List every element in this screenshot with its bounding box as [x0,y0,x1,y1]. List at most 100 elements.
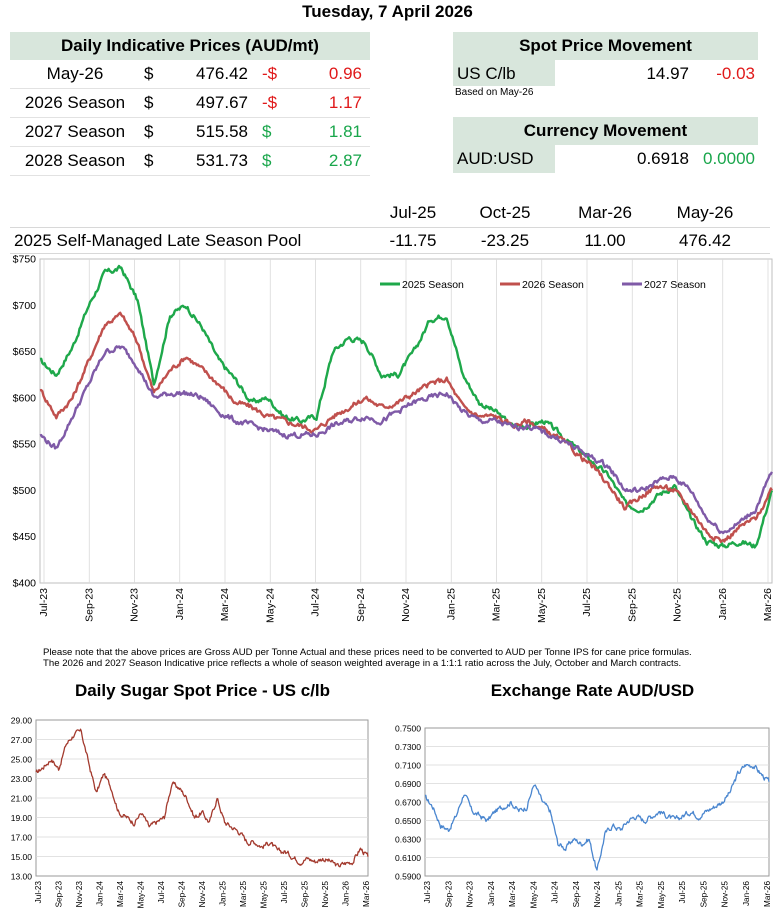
row-change: 2.87 [328,151,362,170]
daily-prices-title: Daily Indicative Prices (AUD/mt) [10,32,370,60]
x-tick-label: Nov-25 [721,881,730,908]
x-tick-label: Sep-25 [699,881,708,908]
pool-value-jul25: -11.75 [389,231,437,250]
daily-price-row: 2028 Season $531.73 $2.87 [10,147,370,176]
spot-change: -0.03 [716,64,755,83]
x-tick-label: Jul-23 [34,881,43,904]
row-price: 531.73 [196,151,248,170]
y-tick-label: 0.6300 [395,835,421,845]
x-tick-label: Nov-23 [466,881,475,908]
sugar-chart-title: Daily Sugar Spot Price - US c/lb [74,681,331,700]
series-line-sugar-spot [35,728,369,868]
row-currency: $ [144,122,154,141]
x-tick-label: Jul-25 [280,881,289,904]
pool-value-oct25: -23.25 [480,231,530,250]
x-tick-label: Nov-25 [672,588,684,622]
x-tick-label: Mar-25 [239,881,248,907]
y-tick-label: 0.7300 [395,742,421,752]
x-tick-label: May-24 [529,881,538,909]
y-tick-label: 17.00 [11,833,33,843]
row-label: 2027 Season [24,122,126,141]
row-currency: $ [144,64,154,83]
disclaimer-line-2: The 2026 and 2027 Season Indicative pric… [43,658,682,669]
series-line-2026-season [39,311,774,543]
x-tick-label: Jan-26 [742,881,751,906]
y-tick-label: 0.5900 [395,872,421,882]
currency-change: 0.0000 [703,149,755,168]
x-tick-label: Jul-24 [157,881,166,904]
y-tick-label: 29.00 [11,716,33,726]
y-tick-label: $650 [13,346,37,358]
x-tick-label: Nov-25 [321,881,330,908]
x-tick-label: Jul-23 [423,881,432,904]
series-line-2027-season [39,345,774,535]
y-tick-label: 23.00 [11,774,33,784]
disclaimer-line-1: Please note that the above prices are Gr… [43,647,692,658]
daily-prices-table: May-26 $476.42 -$ 0.96 2026 Season $497.67 -$ 1… [10,60,370,176]
pool-header-jul25: Jul-25 [389,203,437,222]
y-tick-label: $500 [13,485,37,497]
row-change: 0.96 [328,64,362,83]
x-tick-label: Mar-24 [116,881,125,907]
spot-panel: Spot Price Movement US C/lb 14.97 -0.03 … [453,32,758,100]
x-tick-label: Sep-24 [355,588,367,622]
row-price: 515.58 [196,122,248,141]
x-tick-label: Jan-24 [487,881,496,906]
spot-note: Based on May-26 [455,87,534,98]
y-tick-label: 15.00 [11,852,33,862]
x-tick-label: Jan-25 [219,881,228,906]
row-currency: $ [144,93,154,112]
x-tick-label: May-25 [260,881,269,909]
y-tick-label: 0.6700 [395,798,421,808]
x-tick-label: Nov-24 [400,588,412,622]
legend-label: 2026 Season [522,279,584,291]
y-tick-label: 0.7100 [395,761,421,771]
y-tick-label: $400 [13,578,37,590]
y-tick-label: $550 [13,439,37,451]
x-tick-label: Jul-25 [678,881,687,904]
row-change: 1.17 [328,93,362,112]
x-tick-label: Jan-24 [96,881,105,906]
x-tick-label: Sep-23 [444,881,453,908]
x-tick-label: May-24 [264,588,276,623]
y-tick-label: 25.00 [11,755,33,765]
x-tick-label: Nov-24 [198,881,207,908]
y-tick-label: 21.00 [11,794,33,804]
series-line-2025-season [39,264,774,549]
row-label: May-26 [46,64,104,83]
pool-value-may26: 476.42 [679,231,731,250]
x-tick-label: Sep-23 [55,881,64,908]
legend-label: 2027 Season [644,279,706,291]
pool-divider-bottom [10,253,770,254]
row-price: 497.67 [196,93,248,112]
spot-title: Spot Price Movement [453,32,758,60]
x-tick-label: Jan-25 [445,588,457,620]
report-date: Tuesday, 7 April 2026 [302,2,473,21]
daily-prices-panel: Daily Indicative Prices (AUD/mt) [10,32,370,60]
y-tick-label: $700 [13,300,37,312]
y-tick-label: 19.00 [11,813,33,823]
row-change-sign: $ [262,151,272,170]
x-tick-label: Jul-23 [38,588,50,617]
pool-divider-top [10,227,770,228]
y-tick-label: 0.7500 [395,724,421,734]
y-tick-label: 13.00 [11,872,33,882]
x-tick-label: Sep-25 [626,588,638,622]
x-tick-label: Jan-25 [614,881,623,906]
pool-value-mar26: 11.00 [584,231,626,250]
pool-label: 2025 Self-Managed Late Season Pool [14,231,302,250]
pool-table: Jul-25 Oct-25 Mar-26 May-26 2025 Self-Ma… [10,200,770,256]
currency-value: 0.6918 [637,149,689,168]
row-currency: $ [144,151,154,170]
x-tick-label: Sep-24 [178,881,187,908]
x-tick-label: Mar-26 [763,881,772,907]
y-tick-label: $750 [13,254,37,266]
currency-label-cell [453,145,555,173]
daily-price-row: May-26 $476.42 -$ 0.96 [10,60,370,89]
x-tick-label: Mar-25 [636,881,645,907]
x-tick-label: Jul-24 [310,588,322,617]
row-label: 2028 Season [24,151,126,170]
row-change-sign: $ [262,122,272,141]
legend-label: 2025 Season [402,279,464,291]
x-tick-label: Nov-23 [129,588,141,622]
